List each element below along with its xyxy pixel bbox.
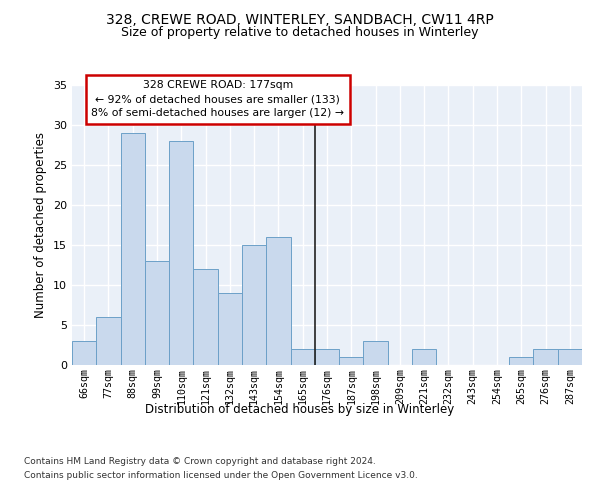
Bar [315,349,339,365]
Bar [509,357,533,365]
Bar [412,349,436,365]
Bar [193,269,218,365]
Bar [145,261,169,365]
Text: Distribution of detached houses by size in Winterley: Distribution of detached houses by size … [145,402,455,415]
Y-axis label: Number of detached properties: Number of detached properties [34,132,47,318]
Bar [121,133,145,365]
Text: 328 CREWE ROAD: 177sqm
← 92% of detached houses are smaller (133)
8% of semi-det: 328 CREWE ROAD: 177sqm ← 92% of detached… [91,80,344,118]
Bar [339,357,364,365]
Bar [242,245,266,365]
Bar [290,349,315,365]
Text: 328, CREWE ROAD, WINTERLEY, SANDBACH, CW11 4RP: 328, CREWE ROAD, WINTERLEY, SANDBACH, CW… [106,12,494,26]
Text: Size of property relative to detached houses in Winterley: Size of property relative to detached ho… [121,26,479,39]
Bar [558,349,582,365]
Text: Contains HM Land Registry data © Crown copyright and database right 2024.: Contains HM Land Registry data © Crown c… [24,458,376,466]
Bar [169,141,193,365]
Text: Contains public sector information licensed under the Open Government Licence v3: Contains public sector information licen… [24,472,418,480]
Bar [72,341,96,365]
Bar [218,293,242,365]
Bar [96,317,121,365]
Bar [364,341,388,365]
Bar [266,237,290,365]
Bar [533,349,558,365]
